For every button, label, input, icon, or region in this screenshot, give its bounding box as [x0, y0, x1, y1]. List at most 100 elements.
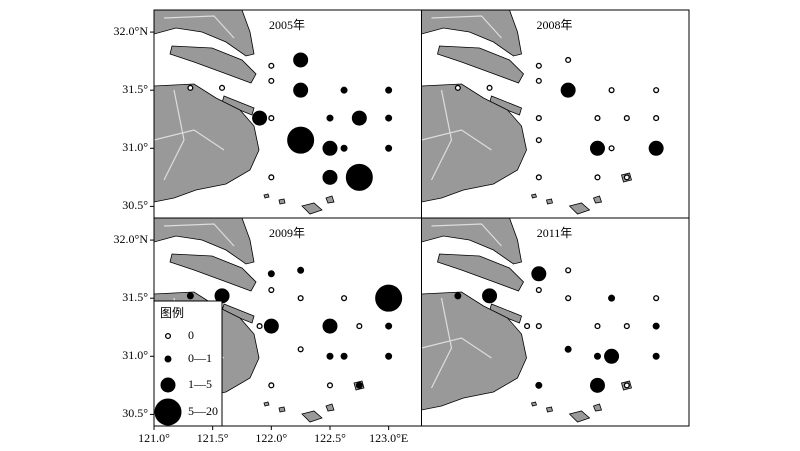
open-station [535, 174, 542, 181]
station [531, 266, 547, 282]
open-station [565, 295, 572, 302]
open-station [623, 323, 630, 330]
open-station [268, 382, 275, 389]
station [385, 86, 393, 94]
station [322, 318, 338, 334]
open-station [341, 295, 348, 302]
open-station [623, 382, 630, 389]
open-station [535, 137, 542, 144]
panel: 2008年 [421, 9, 690, 219]
open-station [565, 56, 572, 64]
lat-tick-label: 31.0° [122, 140, 148, 154]
lat-tick-label: 31.0° [122, 348, 148, 362]
panel: 2005年 [153, 9, 422, 219]
station [560, 82, 576, 98]
lon-tick-label: 121.0° [138, 431, 170, 445]
station [608, 294, 616, 302]
open-station [565, 267, 572, 274]
station [322, 169, 338, 185]
open-station [218, 84, 226, 91]
station [385, 322, 393, 330]
station [263, 318, 279, 334]
station [535, 381, 543, 389]
open-station [297, 295, 304, 302]
station [375, 284, 403, 312]
open-station [454, 84, 461, 91]
station [322, 140, 338, 156]
station [385, 114, 393, 122]
station [648, 140, 664, 156]
open-station [268, 77, 275, 84]
station [482, 288, 498, 304]
open-station [268, 174, 275, 181]
lat-tick-label: 31.5° [122, 82, 148, 96]
panel-content [421, 218, 660, 423]
open-station [326, 382, 334, 389]
station [326, 352, 334, 360]
open-station [356, 323, 363, 330]
station [345, 163, 373, 191]
open-station [535, 323, 542, 330]
station [604, 348, 620, 364]
open-station [256, 323, 263, 330]
station [355, 381, 363, 389]
station [164, 355, 172, 363]
legend-label: 5—20 [188, 404, 218, 418]
station [252, 110, 268, 126]
lat-tick-label: 30.5° [122, 198, 148, 212]
station [589, 377, 605, 393]
open-station [653, 87, 660, 94]
station [160, 377, 176, 393]
station [385, 352, 393, 360]
legend-label: 1—5 [188, 377, 212, 391]
open-station [623, 115, 630, 122]
station [340, 144, 348, 152]
open-station [524, 323, 531, 330]
open-station [268, 115, 275, 122]
legend: 图例 0 0—1 1—5 5—20 [153, 300, 223, 427]
open-station [535, 62, 542, 69]
station [293, 82, 309, 98]
station [293, 52, 309, 68]
station [154, 398, 182, 426]
station [326, 114, 334, 122]
station [287, 126, 315, 154]
open-station [486, 84, 493, 91]
open-station [268, 286, 275, 294]
panel-content [154, 10, 393, 215]
open-station [535, 77, 542, 84]
panel: 2011年 [421, 217, 690, 427]
panel-title: 2009年 [269, 226, 305, 240]
legend-label: 0—1 [188, 351, 212, 365]
lat-tick-label: 30.5° [122, 406, 148, 420]
station [589, 140, 605, 156]
panel-title: 2011年 [537, 226, 573, 240]
lat-tick-label: 31.5° [122, 290, 148, 304]
open-station [653, 115, 660, 122]
open-station [594, 323, 601, 330]
station [385, 144, 393, 152]
station [652, 322, 660, 330]
station [351, 110, 367, 126]
open-station [608, 145, 615, 152]
station [340, 352, 348, 360]
station [340, 86, 348, 94]
station [267, 270, 275, 278]
open-station [653, 295, 660, 302]
open-station [535, 286, 542, 294]
legend-title: 图例 [160, 306, 184, 320]
station [564, 345, 572, 353]
land [421, 10, 633, 215]
station [593, 352, 601, 360]
lon-tick-label: 121.5° [197, 431, 229, 445]
station [652, 352, 660, 360]
station [297, 266, 305, 274]
open-station [297, 346, 304, 353]
lat-tick-label: 32.0°N [114, 24, 149, 38]
panel-content [154, 218, 403, 423]
open-station [594, 115, 601, 122]
station [186, 292, 194, 300]
open-station [164, 332, 172, 340]
panel-title: 2008年 [536, 18, 572, 32]
